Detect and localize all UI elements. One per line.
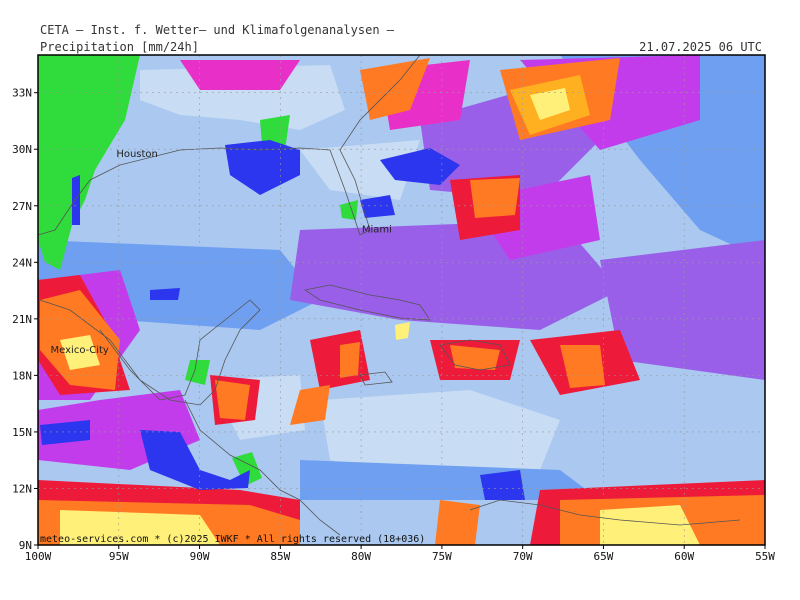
lon-label: 90W [190,550,210,563]
lat-label: 24N [12,256,32,269]
lon-label: 65W [594,550,614,563]
map-frame [37,54,766,546]
coastline-south-america [469,499,741,526]
lat-label: 9N [19,539,32,552]
footer-credit: meteo-services.com * (c)2025 IWKF * All … [40,534,425,545]
coastline-mexico [39,299,261,406]
institute-title: CETA — Inst. f. Wetter— und Klimafolgena… [40,23,395,37]
lat-label: 12N [12,482,32,495]
lon-label: 85W [270,550,290,563]
coastline-cuba [303,284,431,321]
precipitation-field [38,55,765,545]
lat-label: 15N [12,426,32,439]
lon-label: 80W [351,550,371,563]
coastline-central-america [184,399,341,536]
city-label-mexico-city: Mexico-City [51,345,109,356]
product-title: Precipitation [mm/24h] [40,40,199,54]
graticule [38,55,765,545]
city-labels: Houston Miami Mexico-City [51,149,392,356]
valid-time: 21.07.2025 06 UTC [639,40,762,54]
longitude-labels: 100W 95W 90W 85W 80W 75W 70W 65W 60W 55W [25,550,776,563]
lon-label: 70W [513,550,533,563]
city-label-miami: Miami [362,224,392,235]
lat-label: 30N [12,143,32,156]
coastline-hispaniola [439,339,511,371]
lon-label: 55W [755,550,775,563]
axis-ticks [34,92,766,549]
lat-label: 18N [12,369,32,382]
latitude-labels: 33N 30N 27N 24N 21N 18N 15N 12N 9N [12,87,32,552]
lat-label: 33N [12,87,32,100]
lon-label: 60W [674,550,694,563]
lat-label: 21N [12,313,32,326]
city-label-houston: Houston [116,149,158,160]
lon-label: 75W [432,550,452,563]
coastline-jamaica [359,371,393,386]
lon-label: 100W [25,550,52,563]
lat-label: 27N [12,200,32,213]
lon-label: 95W [109,550,129,563]
